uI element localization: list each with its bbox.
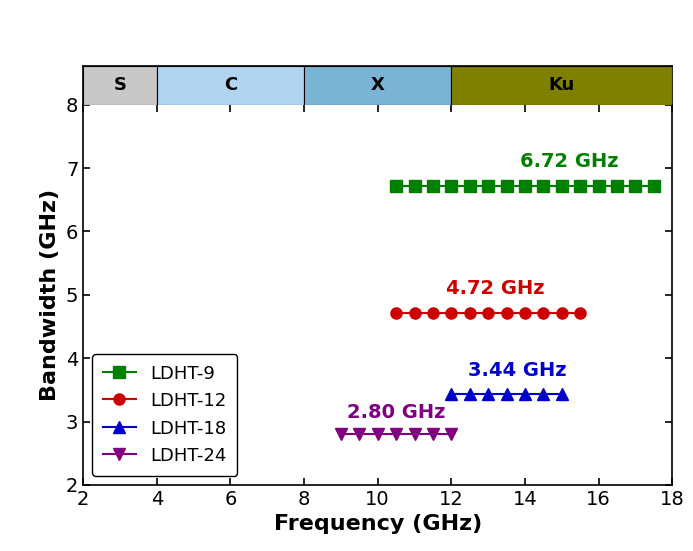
LDHT-24 xyxy=(374,431,382,437)
LDHT-12 xyxy=(484,309,492,316)
LDHT-12 xyxy=(576,309,584,316)
LDHT-24 xyxy=(429,431,437,437)
LDHT-18 xyxy=(502,390,511,397)
LDHT-9 xyxy=(576,182,584,189)
Legend: LDHT-9, LDHT-12, LDHT-18, LDHT-24: LDHT-9, LDHT-12, LDHT-18, LDHT-24 xyxy=(92,354,237,476)
LDHT-9 xyxy=(539,182,547,189)
LDHT-18 xyxy=(539,390,547,397)
LDHT-12 xyxy=(521,309,529,316)
LDHT-24 xyxy=(355,431,363,437)
Bar xyxy=(83,66,157,105)
Text: 6.72 GHz: 6.72 GHz xyxy=(520,152,618,171)
LDHT-18 xyxy=(521,390,529,397)
LDHT-9 xyxy=(502,182,511,189)
Y-axis label: Bandwidth (GHz): Bandwidth (GHz) xyxy=(40,189,60,401)
Text: 4.72 GHz: 4.72 GHz xyxy=(446,279,545,298)
Bar xyxy=(157,66,304,105)
LDHT-9 xyxy=(631,182,640,189)
LDHT-18 xyxy=(447,390,455,397)
LDHT-9 xyxy=(558,182,566,189)
Text: 2.80 GHz: 2.80 GHz xyxy=(347,403,446,422)
LDHT-12 xyxy=(502,309,511,316)
LDHT-24 xyxy=(410,431,419,437)
LDHT-9 xyxy=(410,182,419,189)
Text: S: S xyxy=(114,77,127,94)
Bar xyxy=(451,66,672,105)
LDHT-24 xyxy=(392,431,401,437)
LDHT-9 xyxy=(649,182,658,189)
Text: 3.44 GHz: 3.44 GHz xyxy=(468,361,567,380)
LDHT-24 xyxy=(337,431,345,437)
LDHT-9 xyxy=(595,182,603,189)
LDHT-12 xyxy=(466,309,474,316)
LDHT-12 xyxy=(429,309,437,316)
LDHT-12 xyxy=(410,309,419,316)
LDHT-9 xyxy=(429,182,437,189)
LDHT-12 xyxy=(447,309,455,316)
Line: LDHT-12: LDHT-12 xyxy=(391,307,586,318)
Text: X: X xyxy=(371,77,385,94)
LDHT-18 xyxy=(484,390,492,397)
Bar xyxy=(304,66,451,105)
LDHT-12 xyxy=(558,309,566,316)
Line: LDHT-24: LDHT-24 xyxy=(335,429,457,440)
LDHT-24 xyxy=(447,431,455,437)
LDHT-18 xyxy=(558,390,566,397)
Line: LDHT-18: LDHT-18 xyxy=(446,388,568,399)
X-axis label: Frequency (GHz): Frequency (GHz) xyxy=(274,514,482,534)
Text: Ku: Ku xyxy=(549,77,575,94)
LDHT-9 xyxy=(466,182,474,189)
LDHT-9 xyxy=(521,182,529,189)
Line: LDHT-9: LDHT-9 xyxy=(391,180,659,191)
LDHT-9 xyxy=(392,182,401,189)
LDHT-9 xyxy=(613,182,621,189)
LDHT-12 xyxy=(539,309,547,316)
Text: C: C xyxy=(224,77,237,94)
LDHT-9 xyxy=(447,182,455,189)
LDHT-9 xyxy=(484,182,492,189)
LDHT-18 xyxy=(466,390,474,397)
LDHT-12 xyxy=(392,309,401,316)
